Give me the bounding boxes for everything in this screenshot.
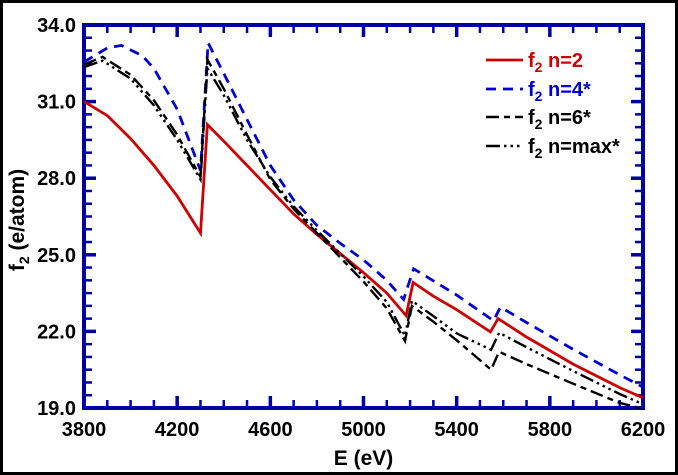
y-tick-label: 34.0 xyxy=(37,15,76,37)
legend-label: f2 n=6* xyxy=(528,107,591,132)
legend-label: f2 n=4* xyxy=(528,79,591,104)
x-tick-label: 4200 xyxy=(155,419,200,441)
x-tick-label: 3800 xyxy=(62,419,107,441)
y-tick-label: 22.0 xyxy=(37,321,76,343)
legend-label: f2 n=max* xyxy=(528,136,620,161)
legend-label: f2 n=2 xyxy=(528,50,583,75)
y-tick-label: 31.0 xyxy=(37,92,76,114)
x-tick-label: 6200 xyxy=(621,419,666,441)
y-tick-label: 19.0 xyxy=(37,398,76,420)
x-axis-title: E (eV) xyxy=(334,447,394,470)
plot-frame xyxy=(82,23,645,410)
x-tick-label: 4600 xyxy=(248,419,293,441)
y-tick-label: 25.0 xyxy=(37,245,76,267)
x-tick-label: 5400 xyxy=(434,419,479,441)
series-line-f2-n-2 xyxy=(83,100,644,400)
x-tick-label: 5800 xyxy=(528,419,573,441)
y-axis-title: f2 (e/atom) xyxy=(6,169,32,271)
x-tick-label: 5000 xyxy=(341,419,386,441)
series-line-f2-n-4- xyxy=(83,37,644,389)
y-tick-label: 28.0 xyxy=(37,168,76,190)
